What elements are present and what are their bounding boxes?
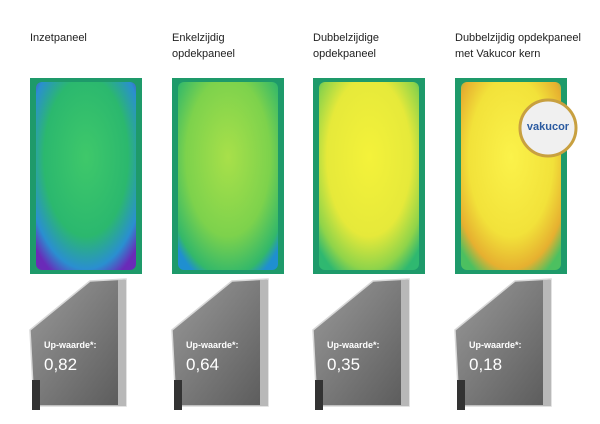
panel-title: Inzetpaneel	[30, 32, 87, 44]
panel-title: opdekpaneel	[172, 48, 235, 60]
panel-edge	[401, 280, 409, 406]
panel-title: opdekpaneel	[313, 48, 376, 60]
u-label: Up-waarde*:	[44, 340, 97, 350]
panel-edge	[260, 280, 268, 406]
u-value: 0,82	[44, 355, 77, 374]
thermal-image-core	[36, 82, 136, 270]
u-label: Up-waarde*:	[469, 340, 522, 350]
u-label: Up-waarde*:	[186, 340, 239, 350]
panel-foot	[32, 380, 40, 410]
u-value: 0,18	[469, 355, 502, 374]
panel-title: Dubbelzijdige	[313, 32, 379, 44]
panel-foot	[174, 380, 182, 410]
panel-foot	[457, 380, 465, 410]
badge-text: vakucor	[527, 121, 570, 133]
badge	[518, 98, 578, 158]
u-value: 0,64	[186, 355, 219, 374]
panel-title: Enkelzijdig	[172, 32, 225, 44]
panel-edge	[543, 280, 551, 406]
u-value: 0,35	[327, 355, 360, 374]
thermal-image-core	[178, 82, 278, 270]
panel-title: Dubbelzijdig opdekpaneel	[455, 32, 581, 44]
panel-edge	[118, 280, 126, 406]
thermal-image-core	[319, 82, 419, 270]
panel-title: met Vakucor kern	[455, 48, 540, 60]
panel-foot	[315, 380, 323, 410]
u-label: Up-waarde*:	[327, 340, 380, 350]
